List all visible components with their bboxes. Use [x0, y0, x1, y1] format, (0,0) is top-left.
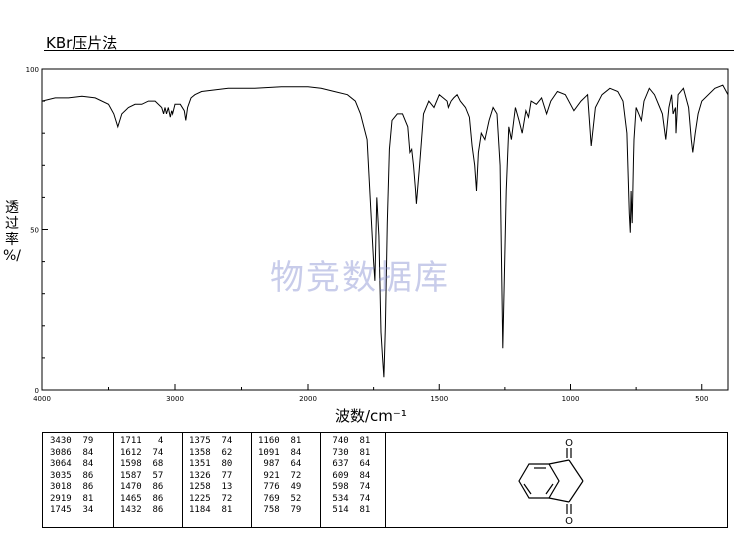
- ring-bond: [568, 459, 584, 482]
- column-divider: [251, 433, 252, 527]
- column-divider: [113, 433, 114, 527]
- peak-entry: 740 81: [327, 436, 371, 446]
- peak-entry: 1612 74: [120, 447, 164, 458]
- peak-entry: 776 49: [258, 482, 302, 492]
- y-axis-label: 透 过 率 %/: [2, 200, 22, 264]
- peak-entry: 1091 84: [258, 447, 302, 458]
- peak-entry: 1184 81: [189, 505, 233, 515]
- peak-entry: 3018 86: [50, 482, 94, 492]
- peak-entry: 1745 34: [50, 505, 94, 515]
- column-divider: [320, 433, 321, 527]
- peak-entry: 1351 80: [189, 459, 233, 469]
- x-tick-label: 4000: [33, 395, 51, 403]
- peak-entry: 3430 79: [50, 436, 94, 446]
- x-axis-label: 波数/cm⁻¹: [335, 407, 407, 425]
- aromatic-bond: [523, 483, 532, 495]
- peak-entry: 1711 4: [120, 436, 164, 446]
- ring-bond: [548, 459, 570, 465]
- aromatic-bond: [545, 483, 554, 495]
- header-rule: [44, 50, 734, 51]
- peak-table: 3430 79 3086 84 3064 84 3035 86 3018 86 …: [42, 432, 728, 528]
- peak-entry: 1258 13: [189, 482, 233, 492]
- column-divider: [182, 433, 183, 527]
- peak-entry: 987 64: [258, 459, 302, 469]
- peak-column: 3430 79 3086 84 3064 84 3035 86 3018 86 …: [50, 436, 93, 517]
- oxygen-label: O: [565, 516, 573, 527]
- y-axis-label-char: 透: [5, 200, 19, 216]
- peak-entry: 3035 86: [50, 470, 94, 481]
- peak-column: 1711 4 1612 74 1598 68 1587 57 1470 86 1…: [120, 436, 163, 517]
- x-tick-label: 1500: [430, 395, 448, 403]
- y-axis-label-char: %/: [2, 248, 22, 264]
- watermark: 物竞数据库: [270, 258, 450, 298]
- benzene-ring: [518, 463, 560, 499]
- column-divider: [385, 433, 386, 527]
- peak-entry: 534 74: [327, 493, 371, 504]
- peak-column: 1160 81 1091 84 987 64 921 72 776 49 769…: [258, 436, 301, 517]
- peak-entry: 609 84: [327, 470, 371, 481]
- peak-entry: 1358 62: [189, 447, 233, 458]
- peak-entry: 3064 84: [50, 459, 94, 469]
- x-tick-label: 500: [695, 395, 708, 403]
- ring-bond: [568, 480, 584, 503]
- peak-entry: 1326 77: [189, 470, 233, 481]
- peak-entry: 1587 57: [120, 470, 164, 481]
- ring-bond: [548, 497, 570, 503]
- spectrum-line: [41, 84, 729, 378]
- peak-entry: 598 74: [327, 482, 371, 492]
- y-axis-label-char: 率: [5, 232, 19, 248]
- x-tick-label: 2000: [299, 395, 317, 403]
- x-tick-label: 3000: [166, 395, 184, 403]
- y-tick-label: 50: [30, 227, 39, 235]
- peak-entry: 758 79: [258, 505, 302, 515]
- peak-entry: 514 81: [327, 505, 371, 515]
- peak-entry: 1375 74: [189, 436, 233, 446]
- peak-column: 1375 74 1358 62 1351 80 1326 77 1258 13 …: [189, 436, 232, 517]
- peak-entry: 1465 86: [120, 493, 164, 504]
- y-tick-label: 0: [35, 387, 39, 395]
- x-tick-label: 1000: [562, 395, 580, 403]
- peak-entry: 637 64: [327, 459, 371, 469]
- structure-bonds: [518, 448, 584, 514]
- peak-entry: 1470 86: [120, 482, 164, 492]
- peak-entry: 921 72: [258, 470, 302, 481]
- spectrum-method-title: KBr压片法: [46, 34, 118, 52]
- molecule-structure: O O: [518, 438, 584, 527]
- y-axis-label-char: 过: [5, 216, 19, 232]
- peak-entry: 3086 84: [50, 447, 94, 458]
- peak-entry: 2919 81: [50, 493, 94, 504]
- peak-entry: 1160 81: [258, 436, 302, 446]
- peak-column: 740 81 730 81 637 64 609 84 598 74 534 7…: [327, 436, 370, 517]
- peak-entry: 1432 86: [120, 505, 164, 515]
- peak-entry: 730 81: [327, 447, 371, 458]
- y-tick-label: 100: [26, 66, 39, 74]
- peak-entry: 769 52: [258, 493, 302, 504]
- oxygen-label: O: [565, 438, 573, 449]
- peak-entry: 1225 72: [189, 493, 233, 504]
- ir-spectrum-chart: 0 50 100 4000 3000 2000 1500 1000 500: [26, 66, 729, 403]
- peak-entry: 1598 68: [120, 459, 164, 469]
